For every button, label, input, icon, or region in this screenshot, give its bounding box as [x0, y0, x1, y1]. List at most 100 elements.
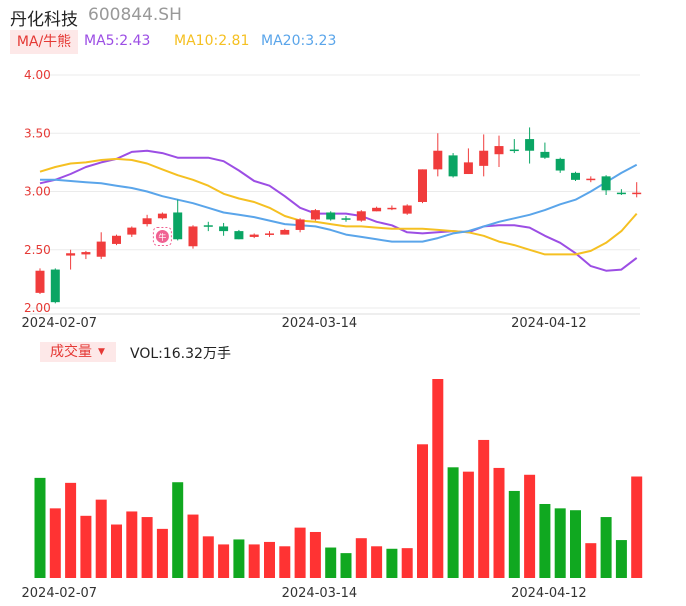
candle-body: [81, 252, 91, 255]
volume-bar: [600, 517, 612, 578]
candle-body: [188, 226, 198, 247]
dropdown-caret-icon: ▼: [98, 347, 105, 357]
candle-body: [372, 207, 382, 212]
candle-body: [479, 150, 489, 166]
candle-body: [356, 211, 366, 221]
volume-bar: [462, 471, 474, 578]
candle-body: [341, 218, 351, 220]
volume-bar: [172, 482, 184, 578]
volume-bar: [325, 547, 337, 578]
volume-bar: [233, 539, 245, 578]
candle-body: [418, 169, 427, 202]
x-tick-label: 2024-02-07: [22, 316, 98, 331]
volume-bar: [524, 474, 536, 578]
candle-body: [326, 212, 336, 220]
candle-body: [173, 212, 183, 240]
candle-body: [555, 158, 565, 171]
volume-bar: [585, 543, 597, 578]
volume-bar: [187, 514, 199, 578]
x-tick-label: 2024-04-12: [511, 316, 587, 331]
candle-body: [35, 270, 45, 293]
y-tick-label: 2.50: [24, 243, 51, 257]
candle-body: [571, 172, 580, 180]
volume-bar: [294, 527, 306, 578]
candle-body: [433, 150, 443, 170]
candle-body: [295, 219, 305, 230]
candle-body: [494, 146, 504, 155]
candle-body: [387, 207, 397, 210]
bull-badge-icon: [155, 229, 169, 243]
candle-body: [234, 231, 244, 240]
x-tick-label: 2024-04-12: [511, 586, 587, 601]
y-tick-label: 4.00: [24, 68, 51, 82]
candle-body: [112, 235, 121, 244]
volume-bar: [156, 528, 168, 578]
volume-bar: [202, 536, 214, 578]
ma5-line: [39, 149, 638, 272]
ma10-label: MA10:2.81: [174, 33, 250, 49]
candle-body: [265, 233, 274, 235]
volume-bar: [631, 476, 643, 578]
volume-bar: [539, 503, 551, 578]
volume-value: VOL:16.32万手: [130, 346, 231, 362]
y-tick-label: 3.00: [24, 185, 51, 199]
volume-bar: [401, 548, 413, 578]
volume-bar: [309, 531, 321, 578]
ma5-label: MA5:2.43: [84, 33, 151, 49]
candle-body: [586, 178, 596, 181]
volume-bar: [34, 477, 46, 578]
candle-body: [601, 176, 611, 191]
volume-tab-label: 成交量: [50, 344, 92, 360]
volume-bar: [554, 508, 566, 578]
candle-body: [616, 192, 626, 195]
stock-code: 600844.SH: [88, 5, 182, 25]
bull-badge-glyph: 牛: [158, 232, 166, 242]
candle-body: [50, 269, 60, 303]
candle-body: [540, 151, 550, 158]
volume-bar: [417, 444, 428, 578]
volume-bar: [355, 538, 367, 578]
volume-bar: [279, 546, 291, 578]
candle-body: [127, 227, 137, 235]
candle-body: [280, 229, 290, 235]
volume-bar: [447, 467, 459, 578]
candle-body: [525, 139, 535, 151]
candle-body: [96, 241, 106, 257]
x-tick-label: 2024-02-07: [22, 586, 98, 601]
candle-body: [448, 155, 458, 177]
candle-body: [157, 213, 167, 219]
x-tick-label: 2024-03-14: [282, 586, 358, 601]
volume-bar: [141, 517, 153, 578]
x-tick-label: 2024-03-14: [282, 316, 358, 331]
candle-body: [310, 210, 320, 220]
volume-bar: [248, 544, 260, 578]
candle-body: [249, 234, 259, 237]
candle-body: [142, 218, 152, 225]
ma20-label: MA20:3.23: [261, 33, 337, 49]
ma-indicator-tab[interactable]: MA/牛熊: [10, 30, 78, 54]
volume-bar: [111, 524, 122, 578]
volume-indicator-tab[interactable]: 成交量 ▼: [40, 342, 116, 362]
volume-bar: [371, 546, 383, 578]
volume-bar: [218, 544, 230, 578]
volume-bar: [95, 499, 107, 578]
volume-bar: [340, 553, 352, 578]
volume-bar: [264, 541, 275, 578]
volume-bar: [80, 515, 92, 578]
ma20-line: [40, 163, 638, 243]
y-tick-label: 3.50: [24, 126, 51, 140]
volume-bar: [126, 511, 138, 578]
candle-body: [402, 205, 412, 214]
volume-bar: [615, 540, 627, 578]
volume-bar: [570, 510, 581, 578]
candle-body: [632, 192, 642, 195]
volume-bar: [65, 482, 77, 578]
ma10-line: [39, 157, 638, 256]
candle-body: [203, 225, 213, 227]
volume-bar: [508, 490, 520, 578]
volume-bar: [386, 548, 398, 578]
candle-body: [509, 149, 519, 152]
volume-bar: [49, 508, 61, 578]
volume-bar: [432, 379, 444, 578]
